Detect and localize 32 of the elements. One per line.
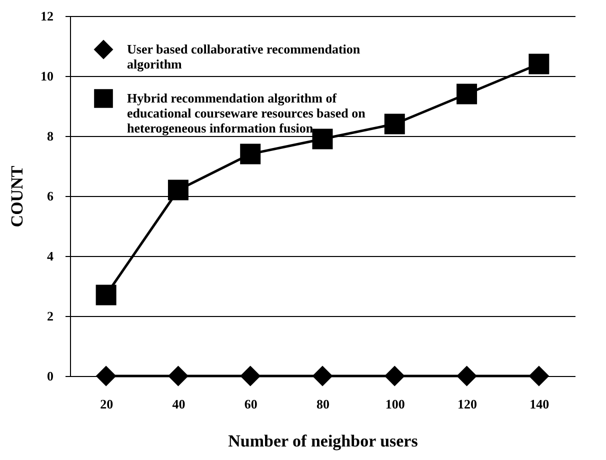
x-tick-label: 40 — [172, 396, 186, 412]
point — [528, 366, 550, 386]
point — [96, 284, 116, 306]
y-tick-label: 8 — [47, 128, 54, 144]
point — [168, 180, 188, 200]
x-tick-label: 80 — [316, 396, 330, 412]
point — [456, 366, 478, 386]
point — [96, 366, 116, 386]
point — [168, 366, 188, 386]
point — [528, 54, 550, 74]
y-tick-label: 4 — [47, 248, 54, 264]
legend-label: Hybrid recommendation algorithm of educational courseware resources based on heterogeneous information fusion — [127, 90, 366, 136]
point — [312, 366, 333, 386]
x-tick-label: 140 — [530, 396, 550, 412]
x-tick-label: 60 — [244, 396, 258, 412]
x-tick-label: 20 — [100, 396, 114, 412]
y-tick-label: 0 — [47, 368, 54, 384]
point — [384, 114, 405, 134]
point — [240, 366, 261, 386]
x-tick-label: 120 — [458, 396, 478, 412]
x-tick-label: 100 — [385, 396, 405, 412]
legend-label: User based collaborative recommendation algorithm — [127, 42, 361, 72]
point — [240, 144, 261, 164]
point — [456, 84, 478, 104]
point — [312, 128, 333, 150]
x-axis-title: Number of neighbor users — [228, 432, 418, 450]
point — [384, 366, 405, 386]
y-tick-label: 10 — [40, 68, 54, 84]
y-tick-label: 12 — [40, 8, 54, 24]
y-tick-label: 6 — [47, 188, 54, 204]
y-axis-title: COUNT — [8, 165, 26, 228]
y-tick-label: 2 — [47, 308, 54, 324]
